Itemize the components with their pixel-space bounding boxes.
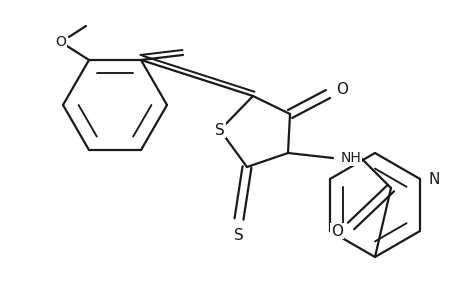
Text: S: S bbox=[215, 122, 224, 137]
Text: O: O bbox=[330, 224, 342, 238]
Text: NH: NH bbox=[340, 151, 361, 165]
Text: O: O bbox=[56, 35, 66, 49]
Text: N: N bbox=[427, 172, 439, 187]
Text: S: S bbox=[234, 227, 243, 242]
Text: O: O bbox=[335, 82, 347, 97]
